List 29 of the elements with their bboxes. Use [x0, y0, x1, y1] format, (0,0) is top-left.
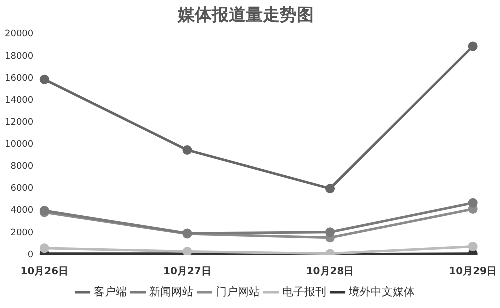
- legend-label: 境外中文媒体: [348, 285, 415, 298]
- point: [468, 198, 478, 208]
- y-tick-label: 12000: [4, 118, 34, 128]
- point: [468, 242, 478, 252]
- y-tick-label: 10000: [4, 140, 34, 150]
- point: [326, 184, 336, 194]
- y-tick-label: 0: [28, 250, 34, 260]
- chart-title: 媒体报道量走势图: [177, 6, 314, 26]
- y-tick-label: 6000: [10, 184, 34, 194]
- y-tick-label: 18000: [4, 52, 34, 62]
- y-tick-label: 4000: [10, 206, 34, 216]
- y-tick-label: 20000: [4, 30, 34, 40]
- x-tick-label: 10月26日: [20, 266, 69, 278]
- point: [40, 74, 50, 84]
- point: [182, 246, 192, 255]
- point: [182, 145, 192, 155]
- x-tick-label: 10月29日: [449, 266, 498, 278]
- y-tick-label: 14000: [4, 96, 34, 106]
- y-tick-label: 2000: [10, 228, 34, 238]
- x-tick-label: 10月28日: [306, 266, 354, 278]
- legend-label: 电子报刊: [282, 285, 326, 298]
- legend-label: 新闻网站: [149, 285, 194, 298]
- legend-label: 客户端: [94, 285, 127, 298]
- y-tick-label: 8000: [10, 162, 34, 172]
- point: [326, 228, 336, 238]
- y-tick-label: 16000: [4, 74, 34, 84]
- x-tick-label: 10月27日: [164, 266, 212, 278]
- point: [468, 42, 478, 52]
- legend-label: 门户网站: [216, 285, 260, 298]
